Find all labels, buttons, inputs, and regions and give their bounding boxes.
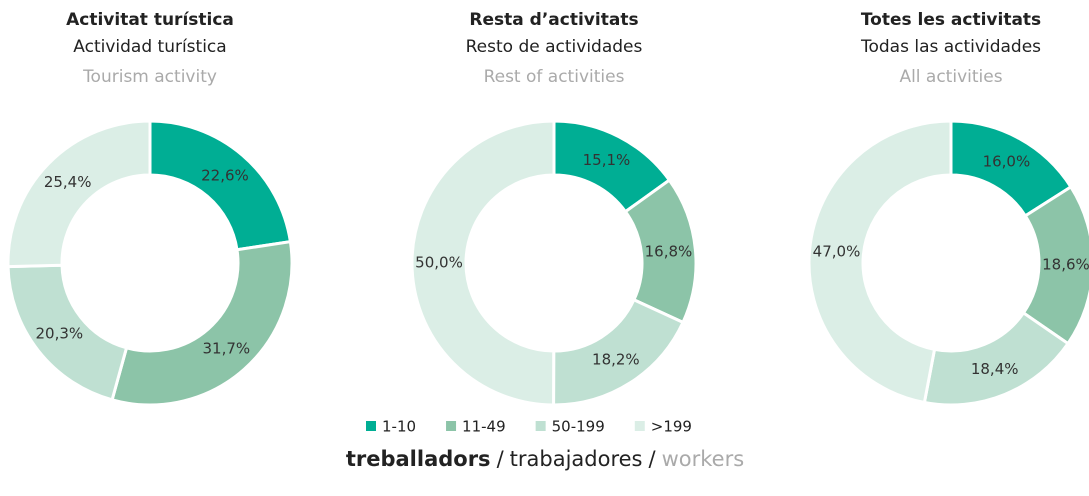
footer: treballadors / trabajadores / workers — [346, 447, 744, 471]
donut-slice — [148, 119, 293, 252]
donut-slice — [6, 119, 152, 269]
donut-slice — [110, 239, 294, 407]
legend-label: >199 — [651, 418, 692, 436]
data-label: 18,6% — [1042, 256, 1089, 274]
data-label: 15,1% — [583, 151, 631, 169]
footer-part: / — [649, 447, 657, 471]
chart-subtitle-en: Rest of activities — [484, 67, 625, 87]
data-label: 18,4% — [971, 360, 1019, 378]
legend-label: 1-10 — [382, 418, 416, 436]
donut-slice — [807, 119, 953, 405]
footer-part: workers — [662, 447, 745, 471]
data-label: 16,0% — [983, 153, 1031, 171]
footer-part: / — [497, 447, 505, 471]
legend-swatch — [446, 421, 457, 431]
legend-swatch — [535, 421, 546, 431]
footer-part: treballadors — [346, 447, 491, 471]
data-label: 22,6% — [201, 166, 249, 184]
donut-slice — [410, 119, 556, 407]
chart-title: Totes les activitats — [861, 10, 1041, 30]
data-label: 50,0% — [415, 253, 463, 271]
legend-label: 50-199 — [552, 418, 605, 436]
data-label: 18,2% — [592, 350, 640, 368]
data-label: 20,3% — [36, 324, 84, 342]
data-label: 16,8% — [645, 243, 693, 261]
chart-subtitle: Actividad turística — [73, 37, 226, 57]
chart-subtitle-en: All activities — [899, 67, 1002, 87]
footer-part: trabajadores — [510, 447, 643, 471]
chart-subtitle: Todas las actividades — [860, 37, 1041, 57]
chart-title: Resta d’activitats — [469, 10, 638, 30]
data-label: 47,0% — [813, 243, 861, 261]
chart-title: Activitat turística — [66, 10, 234, 30]
chart-subtitle-en: Tourism activity — [82, 67, 217, 87]
data-label: 25,4% — [44, 173, 92, 191]
legend-label: 11-49 — [462, 418, 506, 436]
data-label: 31,7% — [202, 340, 250, 358]
chart-subtitle: Resto de actividades — [466, 37, 643, 57]
legend-swatch — [366, 421, 376, 431]
legend-swatch — [634, 421, 645, 431]
